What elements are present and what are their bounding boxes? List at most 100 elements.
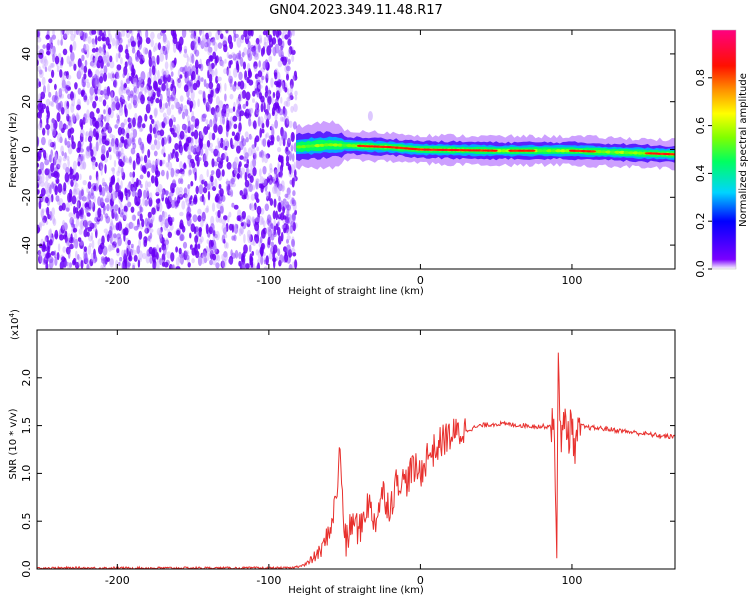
- noise-speckle: [241, 51, 245, 58]
- noise-speckle: [61, 202, 66, 211]
- noise-speckle: [223, 251, 228, 262]
- noise-speckle: [210, 170, 215, 175]
- noise-speckle: [71, 134, 74, 145]
- noise-speckle: [199, 130, 203, 140]
- noise-speckle: [218, 199, 223, 204]
- noise-speckle: [248, 117, 252, 127]
- noise-speckle: [162, 214, 166, 225]
- noise-speckle: [247, 30, 253, 36]
- noise-speckle: [285, 65, 291, 72]
- noise-speckle: [193, 144, 198, 155]
- noise-speckle: [239, 56, 244, 67]
- noise-speckle: [149, 123, 153, 134]
- noise-speckle: [74, 232, 78, 240]
- noise-speckle: [111, 208, 115, 220]
- noise-speckle: [245, 91, 251, 101]
- noise-speckle: [243, 30, 248, 38]
- noise-speckle: [212, 253, 217, 261]
- noise-speckle: [157, 130, 161, 136]
- noise-speckle: [101, 135, 107, 145]
- snr-panel: -200 -100 0 100 0.0 0.5 1.0 1.5 2.0 Height of s…: [8, 309, 676, 596]
- noise-speckle: [81, 78, 86, 88]
- noise-speckle: [258, 43, 261, 53]
- noise-speckle: [293, 161, 296, 170]
- noise-speckle: [148, 49, 152, 60]
- noise-speckle: [86, 98, 90, 106]
- noise-speckle: [146, 159, 152, 166]
- noise-speckle: [225, 105, 229, 112]
- noise-speckle: [243, 244, 248, 254]
- noise-speckle: [268, 34, 273, 43]
- signal-band-core: [564, 149, 571, 153]
- snr-line: [37, 352, 675, 569]
- noise-speckle: [197, 243, 201, 250]
- noise-speckle: [107, 244, 112, 252]
- noise-speckle: [206, 104, 211, 112]
- noise-speckle: [232, 106, 236, 112]
- noise-speckle: [270, 77, 274, 88]
- noise-speckle: [294, 209, 297, 216]
- noise-speckle: [120, 57, 123, 65]
- noise-speckle: [71, 113, 76, 123]
- noise-speckle: [100, 114, 104, 121]
- noise-speckle: [130, 40, 136, 47]
- noise-speckle: [178, 254, 183, 263]
- noise-speckle: [147, 89, 152, 97]
- noise-speckle: [244, 154, 249, 161]
- noise-speckle: [200, 254, 206, 265]
- noise-speckle: [187, 202, 190, 213]
- noise-speckle: [52, 30, 55, 36]
- noise-speckle: [116, 170, 120, 177]
- noise-speckle: [116, 98, 120, 105]
- noise-speckle: [124, 227, 129, 236]
- noise-speckle: [149, 114, 153, 120]
- noise-speckle: [109, 60, 115, 69]
- noise-speckle: [224, 93, 227, 102]
- noise-speckle: [289, 78, 294, 89]
- noise-speckle: [208, 73, 213, 84]
- noise-speckle: [291, 153, 295, 162]
- x-tick-label: -200: [105, 274, 130, 287]
- noise-speckle: [179, 211, 184, 217]
- noise-speckle: [284, 193, 289, 198]
- noise-speckle: [180, 178, 184, 185]
- signal-peak: [590, 150, 597, 153]
- noise-speckle: [56, 252, 60, 261]
- noise-speckle: [149, 192, 153, 201]
- noise-speckle: [150, 96, 154, 104]
- signal-band-core: [550, 149, 557, 153]
- noise-speckle: [144, 86, 147, 95]
- noise-speckle: [92, 43, 96, 48]
- noise-speckle: [230, 177, 235, 185]
- noise-speckle: [49, 101, 54, 106]
- noise-speckle: [49, 228, 52, 237]
- noise-speckle: [275, 81, 279, 88]
- noise-speckle: [281, 130, 287, 141]
- noise-speckle: [117, 236, 122, 247]
- noise-speckle: [238, 71, 243, 81]
- noise-speckle: [74, 207, 79, 214]
- noise-speckle: [210, 62, 215, 69]
- noise-speckle: [83, 253, 87, 263]
- noise-speckle: [102, 182, 107, 187]
- noise-speckle: [46, 117, 49, 125]
- noise-speckle: [226, 162, 232, 170]
- noise-speckle: [107, 107, 112, 115]
- noise-speckle: [222, 116, 225, 125]
- noise-speckle: [91, 239, 95, 249]
- noise-speckle: [265, 153, 271, 159]
- noise-speckle: [233, 33, 237, 42]
- noise-speckle: [216, 156, 222, 163]
- noise-speckle: [137, 52, 143, 59]
- noise-speckle: [152, 80, 158, 91]
- noise-speckle: [60, 30, 64, 37]
- noise-speckle: [139, 77, 144, 83]
- noise-speckle: [272, 30, 276, 37]
- noise-speckle: [97, 36, 102, 42]
- noise-speckle: [184, 125, 189, 134]
- noise-speckle: [54, 229, 59, 240]
- noise-speckle: [291, 238, 295, 248]
- noise-speckle: [261, 128, 265, 134]
- noise-speckle: [255, 182, 260, 190]
